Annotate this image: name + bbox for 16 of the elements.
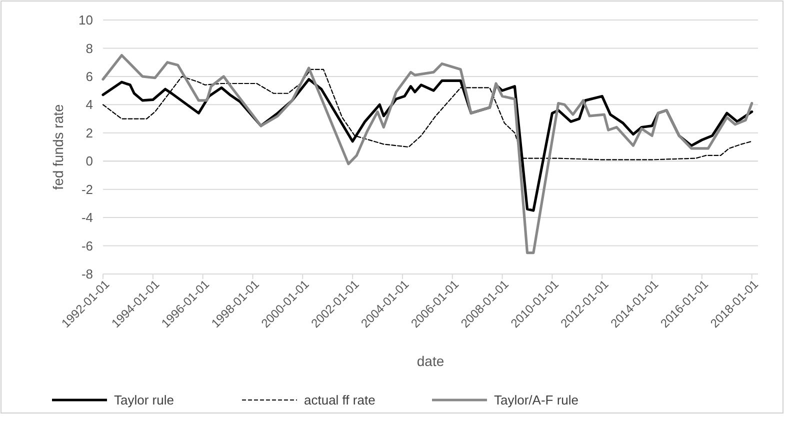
legend-label: Taylor/A-F rule [494, 392, 579, 408]
y-tick-label: 0 [86, 154, 93, 169]
y-tick-label: 2 [86, 125, 93, 140]
legend-label: actual ff rate [304, 392, 376, 408]
line-series [102, 54, 754, 254]
y-tick-label: -2 [81, 182, 93, 197]
y-tick-label: 6 [86, 68, 93, 84]
legend-label: Taylor rule [114, 392, 174, 408]
y-tick-label: 8 [86, 40, 93, 56]
y-tick-label: -6 [81, 238, 93, 254]
x-axis-title: date [416, 353, 444, 369]
y-tick-label: 4 [86, 97, 93, 112]
y-tick-label: -4 [81, 210, 93, 226]
y-tick-label: -8 [81, 266, 93, 282]
y-tick-label: 10 [78, 12, 93, 28]
y-axis-title: fed funds rate [50, 104, 66, 190]
